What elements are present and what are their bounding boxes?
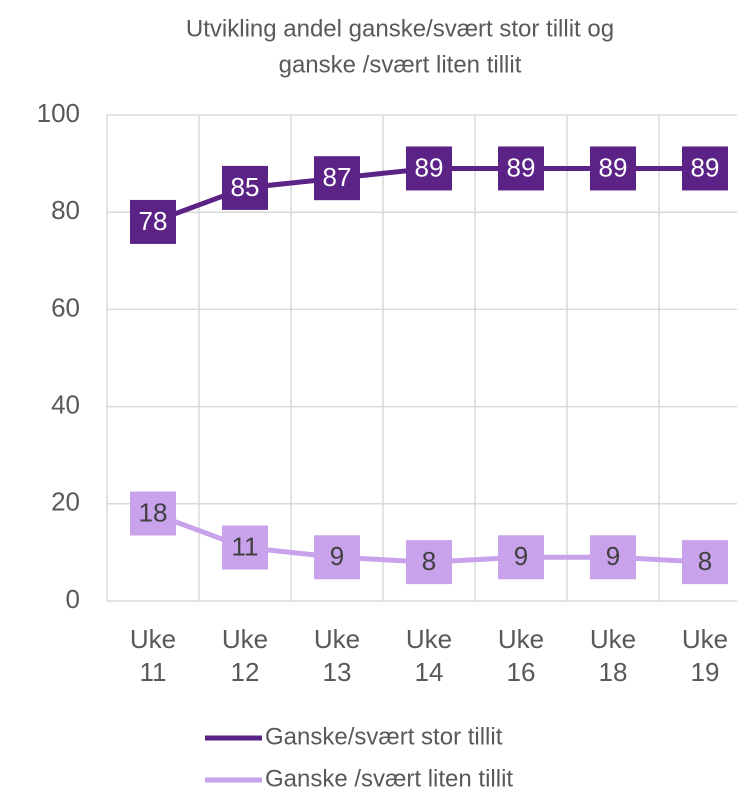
data-label-box: [590, 146, 636, 191]
x-tick-label: Uke 14: [405, 624, 453, 687]
chart-title: ganske /svært liten tillit: [279, 51, 522, 78]
data-label-box: [314, 535, 360, 580]
y-tick-label: 0: [66, 584, 80, 614]
data-label: 89: [691, 152, 720, 182]
y-tick-label: 40: [51, 389, 80, 419]
data-label-box: [682, 146, 728, 191]
data-label: 89: [415, 152, 444, 182]
data-label: 89: [507, 152, 536, 182]
data-label-box: [682, 540, 728, 585]
legend-label: Ganske/svært stor tillit: [265, 723, 503, 750]
y-tick-label: 80: [51, 195, 80, 225]
data-label-box: [222, 525, 268, 570]
data-label-box: [498, 535, 544, 580]
data-label: 9: [606, 541, 620, 571]
data-label: 9: [514, 541, 528, 571]
x-tick-label: Uke 19: [681, 624, 729, 687]
x-tick-label: Uke 18: [589, 624, 637, 687]
y-tick-label: 20: [51, 487, 80, 517]
data-label: 8: [422, 546, 436, 576]
x-tick-label: Uke 12: [221, 624, 269, 687]
data-label: 18: [139, 497, 168, 527]
legend-label: Ganske /svært liten tillit: [265, 765, 513, 792]
data-label-box: [498, 146, 544, 191]
x-tick-label: Uke 16: [497, 624, 545, 687]
data-label: 87: [323, 162, 352, 192]
x-tick-label: Uke 11: [129, 624, 177, 687]
chart-title: Utvikling andel ganske/svært stor tillit…: [186, 15, 614, 42]
data-label: 78: [139, 206, 168, 236]
data-label-box: [590, 535, 636, 580]
data-label-box: [406, 146, 452, 191]
data-label-box: [130, 199, 176, 244]
data-label-box: [406, 540, 452, 585]
y-tick-label: 100: [37, 98, 80, 128]
data-label: 85: [231, 172, 260, 202]
data-label: 8: [698, 546, 712, 576]
data-label: 9: [330, 541, 344, 571]
data-label-box: [130, 491, 176, 536]
data-label: 11: [232, 531, 259, 561]
data-label-box: [314, 156, 360, 201]
y-tick-label: 60: [51, 292, 80, 322]
x-tick-label: Uke 13: [313, 624, 361, 687]
data-label-box: [222, 165, 268, 210]
data-label: 89: [599, 152, 628, 182]
